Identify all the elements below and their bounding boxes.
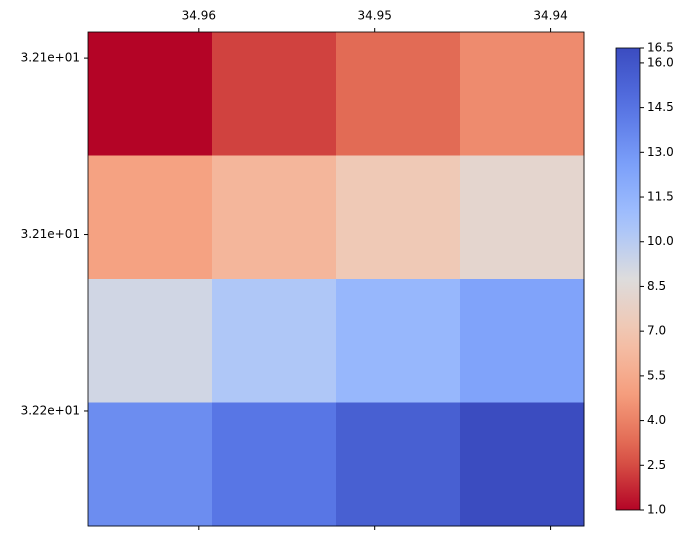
heatmap-cell [336, 32, 461, 156]
colorbar-tick-label: 16.0 [647, 55, 674, 69]
heatmap-cell [212, 155, 337, 280]
y-tick-label: 3.21e+01 [21, 227, 80, 241]
heatmap-cell [460, 155, 585, 280]
heatmap-cell [460, 279, 585, 403]
heatmap-cell [88, 155, 213, 280]
heatmap-cell [88, 279, 213, 403]
colorbar-tick-label: 5.5 [647, 368, 666, 382]
y-tick-label: 3.22e+01 [21, 403, 80, 417]
plot-frame [87, 31, 585, 527]
colorbar-tick-label: 16.5 [647, 41, 674, 55]
heatmap-cell [88, 402, 213, 527]
colorbar-tick-label: 7.0 [647, 324, 666, 338]
colorbar [615, 47, 641, 511]
heatmap-cell [336, 279, 461, 403]
colorbar-tick-label: 1.0 [647, 503, 666, 517]
x-tick-label: 34.95 [358, 9, 392, 23]
heatmap-cell [88, 32, 213, 156]
colorbar-tick-label: 11.5 [647, 190, 674, 204]
heatmap-cell [460, 32, 585, 156]
colorbar-tick-label: 4.0 [647, 413, 666, 427]
colorbar-tick-label: 10.0 [647, 234, 674, 248]
heatmap-cell [212, 279, 337, 403]
colorbar-tick-label: 2.5 [647, 458, 666, 472]
heatmap-cell [212, 32, 337, 156]
heatmap-cell [336, 155, 461, 280]
x-tick-label: 34.94 [533, 9, 567, 23]
x-tick-label: 34.96 [182, 9, 216, 23]
y-tick-label: 3.21e+01 [21, 51, 80, 65]
colorbar-tick-label: 13.0 [647, 145, 674, 159]
colorbar-tick-label: 8.5 [647, 279, 666, 293]
heatmap-cell [460, 402, 585, 527]
heatmap-cell [336, 402, 461, 527]
colorbar-tick-label: 14.5 [647, 100, 674, 114]
heatmap-cell [212, 402, 337, 527]
